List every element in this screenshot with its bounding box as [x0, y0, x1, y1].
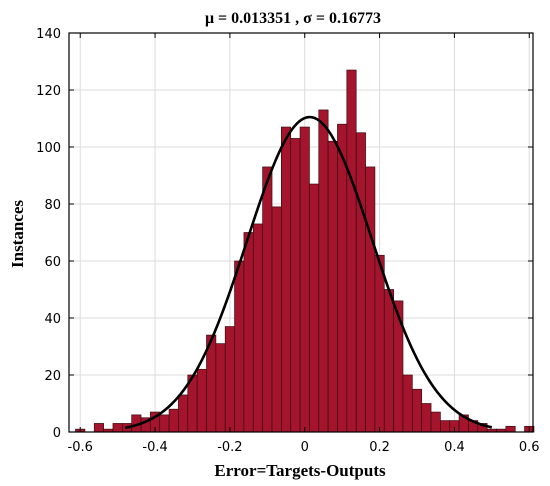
histogram-bar [178, 394, 189, 433]
y-axis-ticks: 0 20 40 60 80 100 120 140 [36, 27, 533, 441]
histogram-bar [159, 414, 170, 433]
x-tick-label: 0.2 [369, 440, 390, 455]
histogram-bar [411, 388, 423, 433]
y-tick-label: 140 [36, 27, 61, 42]
histogram-bar [290, 138, 301, 433]
plot-frame [68, 32, 534, 433]
y-tick-label: 0 [53, 426, 61, 441]
histogram-bar [430, 411, 441, 433]
x-tick-label: 0 [301, 440, 309, 455]
histogram-bar [309, 183, 320, 433]
histogram-bar [337, 123, 348, 433]
histogram-bar [374, 254, 385, 433]
chart-title: μ = 0.013351 , σ = 0.16773 [205, 10, 381, 27]
y-tick-label: 20 [44, 369, 61, 384]
x-axis-ticks: -0.6 -0.4 -0.2 0 0.2 0.4 0.6 [68, 33, 540, 455]
histogram-bar [234, 260, 245, 433]
histogram-bar [505, 425, 516, 433]
x-tick-label: 0.4 [444, 440, 465, 455]
histogram-bar [383, 289, 394, 433]
histogram-bar [224, 326, 235, 433]
histogram-bar [402, 374, 413, 433]
histogram-bar [168, 408, 179, 433]
histogram-bar [93, 423, 104, 433]
histogram-bar [252, 223, 263, 433]
x-tick-label: 0.6 [519, 440, 540, 455]
histogram-bar [440, 420, 451, 433]
histogram-bar [271, 206, 282, 433]
y-axis-label: Instances [8, 200, 27, 268]
histogram-bars [75, 69, 535, 433]
histogram-bar [346, 69, 357, 433]
histogram-bar [327, 140, 338, 433]
y-tick-label: 60 [44, 255, 61, 270]
y-tick-label: 80 [44, 198, 61, 213]
histogram-bar [318, 109, 329, 433]
histogram-bar [112, 423, 123, 433]
normal-fit-curve [124, 115, 493, 430]
histogram-bar [196, 368, 207, 433]
histogram-bar [262, 166, 273, 433]
histogram-bar [421, 403, 432, 433]
histogram-bar [215, 343, 226, 433]
x-tick-label: -0.2 [217, 440, 242, 455]
x-tick-label: -0.6 [68, 440, 93, 455]
x-tick-label: -0.4 [142, 440, 167, 455]
histogram-bar [299, 126, 310, 433]
histogram-bar [281, 126, 292, 433]
histogram-bar [365, 166, 376, 433]
y-tick-label: 100 [36, 141, 61, 156]
histogram-bar [243, 232, 254, 433]
x-axis-label: Error=Targets-Outputs [214, 461, 386, 480]
y-tick-label: 120 [36, 84, 61, 99]
histogram-bar [355, 132, 366, 433]
y-tick-label: 40 [44, 312, 61, 327]
